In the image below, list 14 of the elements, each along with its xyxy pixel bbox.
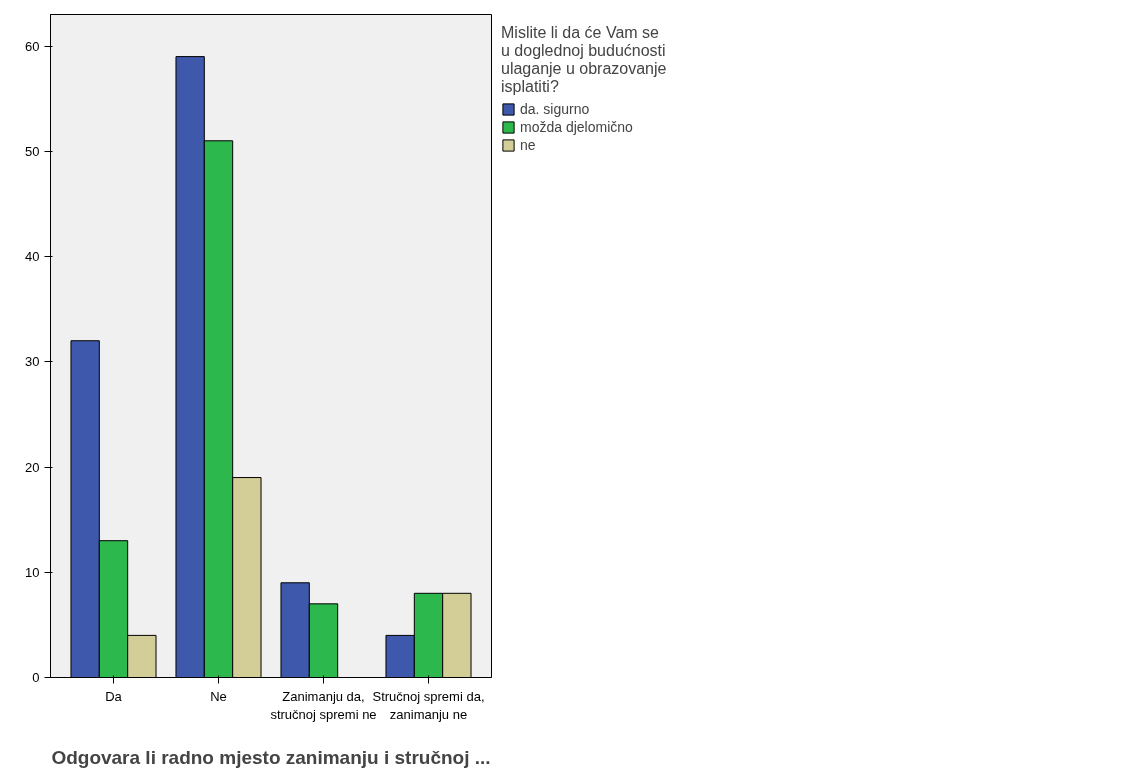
y-tick-label: 50 xyxy=(25,143,40,159)
y-tick-label: 20 xyxy=(25,459,40,475)
legend-title: Mislite li da će Vam se u doglednoj budućnosti ulaganje u obrazovanje isplatiti? xyxy=(501,24,667,96)
y-tick-label: 30 xyxy=(25,354,40,370)
y-tick-label: 10 xyxy=(25,564,40,580)
x-tick-label: Ne xyxy=(210,688,227,704)
legend-label: da. sigurno xyxy=(520,101,590,117)
x-axis-title: Odgovara li radno mjesto zanimanju i stručnoj ... xyxy=(51,746,491,768)
y-tick-label: 60 xyxy=(25,38,40,54)
x-tick-label: Da xyxy=(105,688,123,704)
y-tick-label: 40 xyxy=(25,249,40,265)
legend-label: ne xyxy=(520,137,537,153)
legend-label: možda djelomično xyxy=(520,119,633,135)
y-tick-label: 0 xyxy=(32,670,40,685)
